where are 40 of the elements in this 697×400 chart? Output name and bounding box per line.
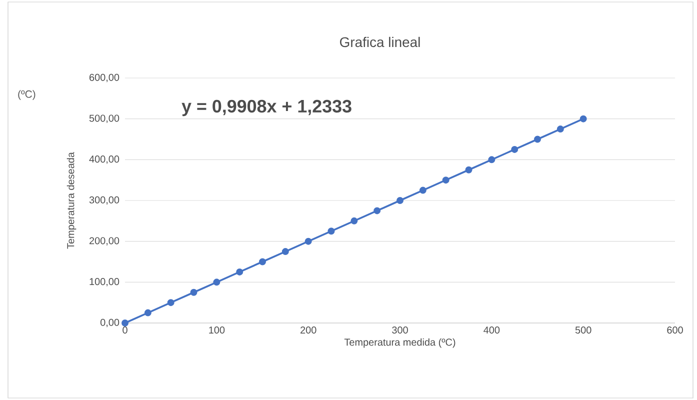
y-tick-label: 200,00 (90, 237, 120, 246)
point (236, 268, 244, 276)
y-tick-label: 0,00 (100, 318, 120, 328)
x-axis-title: Temperatura medida (ºC) (344, 338, 456, 348)
point (304, 238, 312, 245)
point (488, 156, 496, 164)
text: (ºC) (18, 90, 36, 100)
x-tick-label: 0 (122, 326, 128, 334)
point (350, 217, 358, 224)
y-tick-label: 400,00 (89, 156, 120, 164)
x-tick-label: 600 (667, 326, 683, 334)
x-tick-label: 500 (575, 326, 592, 334)
y-tick-label: 100,00 (90, 278, 120, 286)
point (442, 176, 450, 184)
x-tick-label: 300 (392, 326, 408, 334)
point (580, 115, 587, 122)
point (396, 197, 404, 204)
point (190, 288, 198, 296)
x-tick-label: 100 (209, 326, 225, 334)
y-tick-label: 600,00 (90, 74, 120, 82)
point (556, 126, 564, 133)
point (167, 299, 174, 306)
point (282, 248, 289, 256)
y-tick-label: 500,00 (89, 114, 120, 123)
x-tick-label: 400 (484, 326, 500, 334)
chart-title: Grafica lineal (340, 36, 420, 48)
point (144, 309, 152, 316)
point (328, 228, 335, 235)
point (122, 320, 128, 326)
y-axis-title: Temperatura deseada (66, 152, 76, 249)
point (374, 207, 381, 214)
point (534, 136, 541, 143)
x-tick-label: 200 (300, 326, 316, 334)
annotation: y = 0,9908x + 1,2333 (182, 100, 352, 116)
point (259, 258, 266, 266)
point (213, 278, 220, 286)
point (419, 186, 426, 194)
point (465, 166, 472, 174)
point (511, 146, 518, 153)
y-tick-label: 300,00 (89, 196, 120, 205)
